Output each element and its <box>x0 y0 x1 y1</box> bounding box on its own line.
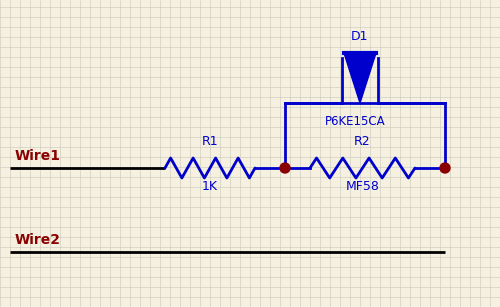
Text: Wire1: Wire1 <box>15 149 61 163</box>
Text: MF58: MF58 <box>346 180 380 193</box>
Text: R2: R2 <box>354 135 371 148</box>
Text: Wire2: Wire2 <box>15 233 61 247</box>
Text: P6KE15CA: P6KE15CA <box>324 115 386 128</box>
Text: 1K: 1K <box>202 180 218 193</box>
Polygon shape <box>344 53 376 103</box>
Text: R1: R1 <box>202 135 218 148</box>
Circle shape <box>280 163 290 173</box>
Text: D1: D1 <box>351 30 369 43</box>
Circle shape <box>440 163 450 173</box>
